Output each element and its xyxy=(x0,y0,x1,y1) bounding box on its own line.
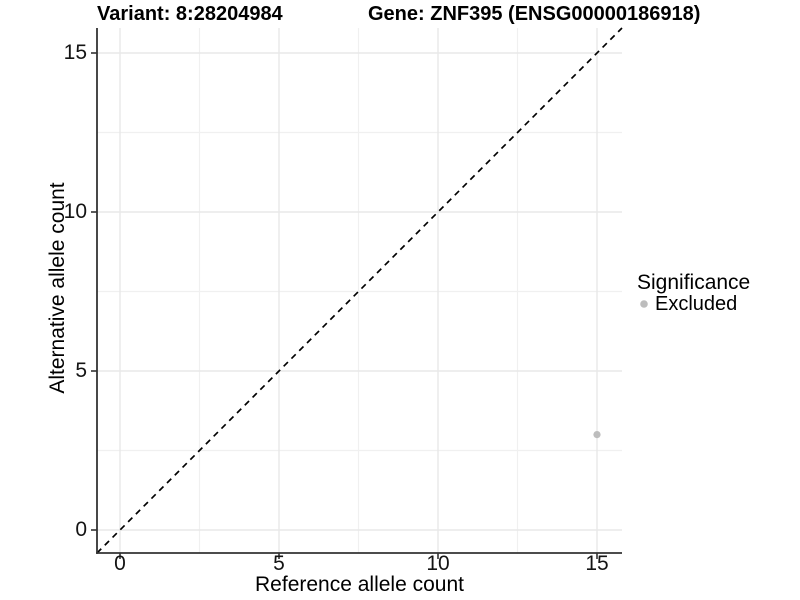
x-tick-label-5: 5 xyxy=(273,552,285,575)
plot-title-gene: Gene: ZNF395 (ENSG00000186918) xyxy=(368,3,701,25)
x-tick-label-15: 15 xyxy=(585,552,609,575)
legend-label-excluded: Excluded xyxy=(655,293,738,315)
axis-tick-marks xyxy=(91,52,598,559)
y-tick-label-10: 10 xyxy=(63,200,87,223)
legend-key-dot xyxy=(640,300,648,308)
y-axis-title: Alternative allele count xyxy=(46,182,69,394)
x-tick-label-10: 10 xyxy=(426,552,450,575)
legend-title: Significance xyxy=(637,271,751,294)
data-point-excluded xyxy=(593,431,601,439)
axis-lines xyxy=(96,28,622,554)
x-axis-title: Reference allele count xyxy=(255,573,464,596)
plot-title-variant: Variant: 8:28204984 xyxy=(97,3,283,25)
y-tick-label-5: 5 xyxy=(75,359,87,382)
y-tick-label-0: 0 xyxy=(75,518,87,541)
gridlines-major xyxy=(97,28,622,553)
identity-reference-line xyxy=(96,27,623,554)
gridlines-minor xyxy=(97,28,622,553)
y-tick-label-15: 15 xyxy=(63,41,87,64)
x-tick-label-0: 0 xyxy=(114,552,126,575)
